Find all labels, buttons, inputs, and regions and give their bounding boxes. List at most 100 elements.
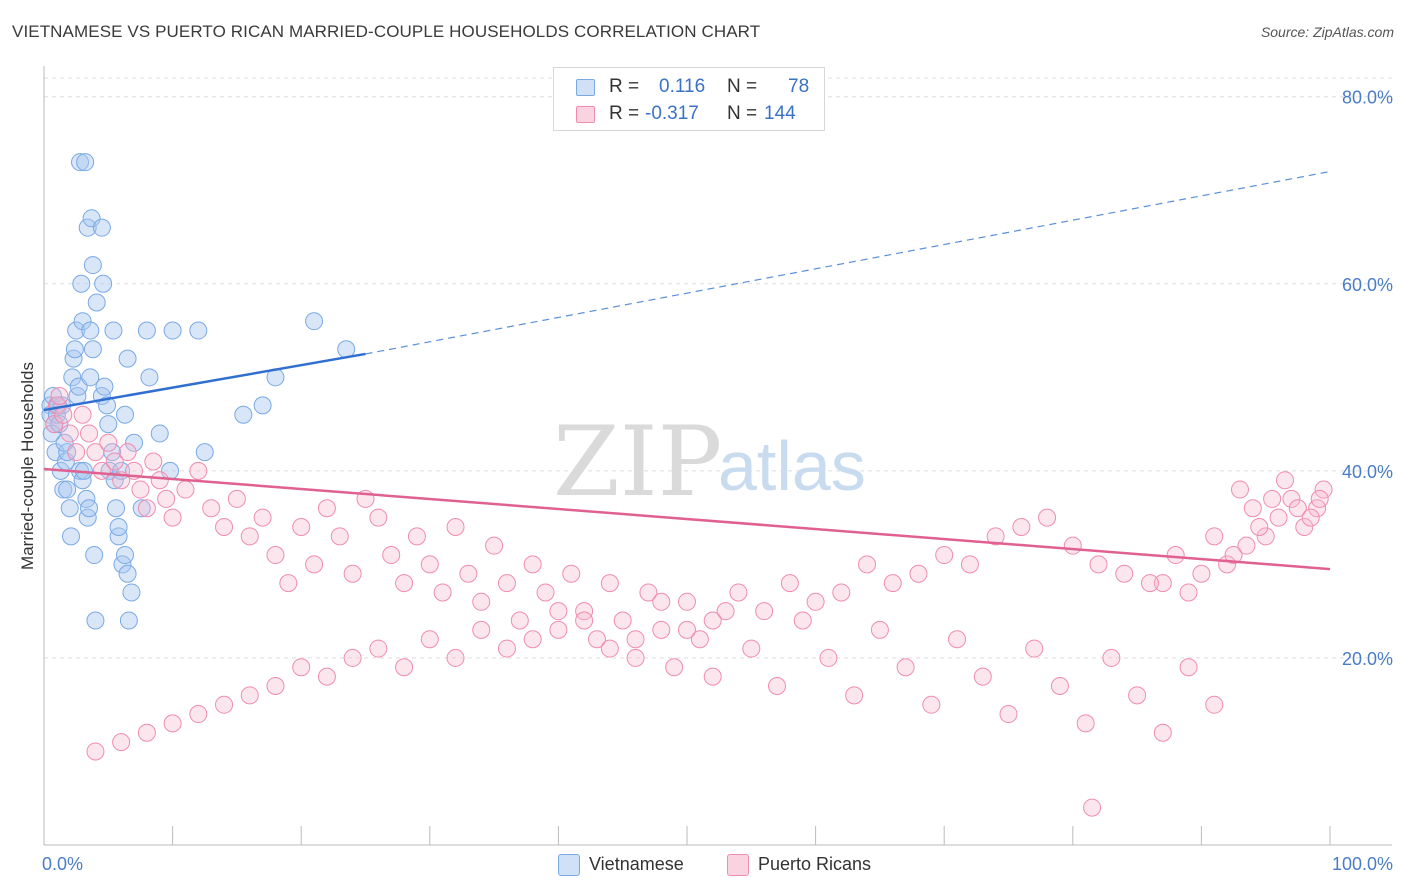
point-puerto-ricans [137, 499, 156, 518]
point-puerto-ricans [1192, 564, 1211, 583]
point-vietnamese [71, 153, 90, 172]
point-vietnamese [119, 611, 138, 630]
point-puerto-ricans [587, 630, 606, 649]
point-vietnamese [86, 611, 105, 630]
y-tick-label: 40.0% [1342, 462, 1393, 482]
x-tick-label: 0.0% [42, 854, 83, 874]
point-puerto-ricans [703, 611, 722, 630]
legend-swatch-puerto-ricans [576, 106, 595, 123]
point-puerto-ricans [45, 415, 64, 434]
legend-swatch [558, 854, 580, 876]
point-puerto-ricans [510, 611, 529, 630]
point-puerto-ricans [1269, 508, 1288, 527]
point-puerto-ricans [806, 592, 825, 611]
point-puerto-ricans [497, 574, 516, 593]
point-vietnamese [140, 368, 159, 387]
point-puerto-ricans [292, 517, 311, 536]
point-puerto-ricans [935, 546, 954, 565]
point-puerto-ricans [1076, 714, 1095, 733]
point-puerto-ricans [600, 574, 619, 593]
point-puerto-ricans [1263, 489, 1282, 508]
point-vietnamese [189, 321, 208, 340]
point-vietnamese [72, 274, 91, 293]
point-vietnamese [98, 396, 117, 415]
r-value: -0.317 [645, 103, 699, 124]
point-vietnamese [44, 387, 63, 406]
point-puerto-ricans [1250, 517, 1269, 536]
legend-swatch-vietnamese [576, 79, 595, 96]
point-vietnamese [95, 377, 114, 396]
point-puerto-ricans [999, 705, 1018, 724]
point-puerto-ricans [472, 620, 491, 639]
point-puerto-ricans [215, 517, 234, 536]
point-vietnamese [305, 312, 324, 331]
tick-labels: 20.0% 40.0% 60.0% 80.0% 0.0% 100.0% [42, 88, 1393, 874]
series-vietnamese [41, 153, 356, 630]
point-puerto-ricans [118, 443, 137, 462]
point-puerto-ricans [1102, 648, 1121, 667]
point-vietnamese [64, 349, 83, 368]
point-puerto-ricans [549, 620, 568, 639]
point-puerto-ricans [382, 546, 401, 565]
point-puerto-ricans [1153, 574, 1172, 593]
point-puerto-ricans [742, 639, 761, 658]
point-puerto-ricans [369, 639, 388, 658]
legend-item-vietnamese: Vietnamese [558, 852, 708, 876]
point-vietnamese [118, 564, 137, 583]
point-puerto-ricans [420, 630, 439, 649]
point-vietnamese [118, 349, 137, 368]
point-puerto-ricans [562, 564, 581, 583]
axes [43, 66, 1392, 846]
point-puerto-ricans [157, 489, 176, 508]
point-vietnamese [87, 293, 106, 312]
legend-item-puerto-ricans: Puerto Ricans [727, 852, 897, 876]
watermark-atlas: atlas [718, 427, 866, 505]
point-puerto-ricans [1179, 583, 1198, 602]
point-puerto-ricans [395, 658, 414, 677]
point-puerto-ricans [523, 630, 542, 649]
point-puerto-ricans [292, 658, 311, 677]
point-puerto-ricans [60, 424, 79, 443]
point-puerto-ricans [137, 723, 156, 742]
point-vietnamese [150, 424, 169, 443]
point-puerto-ricans [73, 405, 92, 424]
point-puerto-ricans [703, 667, 722, 686]
point-puerto-ricans [305, 555, 324, 574]
x-tick-label: 100.0% [1332, 854, 1393, 874]
point-puerto-ricans [1128, 686, 1147, 705]
point-puerto-ricans [1140, 574, 1159, 593]
point-puerto-ricans [716, 602, 735, 621]
point-puerto-ricans [317, 499, 336, 518]
point-puerto-ricans [1050, 676, 1069, 695]
point-puerto-ricans [729, 583, 748, 602]
point-puerto-ricans [768, 676, 787, 695]
point-vietnamese [125, 433, 144, 452]
y-axis-label: Married-couple Households [18, 362, 37, 570]
point-puerto-ricans [1166, 546, 1185, 565]
correlation-legend: R = 0.116 N = 78 R = -0.317 N = 144 [553, 67, 825, 131]
point-puerto-ricans [227, 489, 246, 508]
point-puerto-ricans [343, 564, 362, 583]
point-vietnamese [60, 499, 79, 518]
point-puerto-ricans [922, 695, 941, 714]
point-puerto-ricans [1256, 527, 1275, 546]
trend-line-puerto-ricans [43, 467, 1331, 571]
point-puerto-ricans [1301, 508, 1320, 527]
point-puerto-ricans [1089, 555, 1108, 574]
point-puerto-ricans [600, 639, 619, 658]
point-vietnamese [81, 368, 100, 387]
y-tick-label: 60.0% [1342, 275, 1393, 295]
point-puerto-ricans [343, 648, 362, 667]
point-puerto-ricans [1224, 546, 1243, 565]
point-puerto-ricans [1205, 527, 1224, 546]
point-vietnamese [50, 415, 69, 434]
point-puerto-ricans [150, 471, 169, 490]
point-puerto-ricans [690, 630, 709, 649]
point-vietnamese [116, 405, 135, 424]
point-puerto-ricans [1295, 517, 1314, 536]
point-vietnamese [73, 312, 92, 331]
point-puerto-ricans [240, 527, 259, 546]
legend-label: Puerto Ricans [758, 854, 872, 874]
watermark-zip: ZIP [553, 406, 722, 518]
